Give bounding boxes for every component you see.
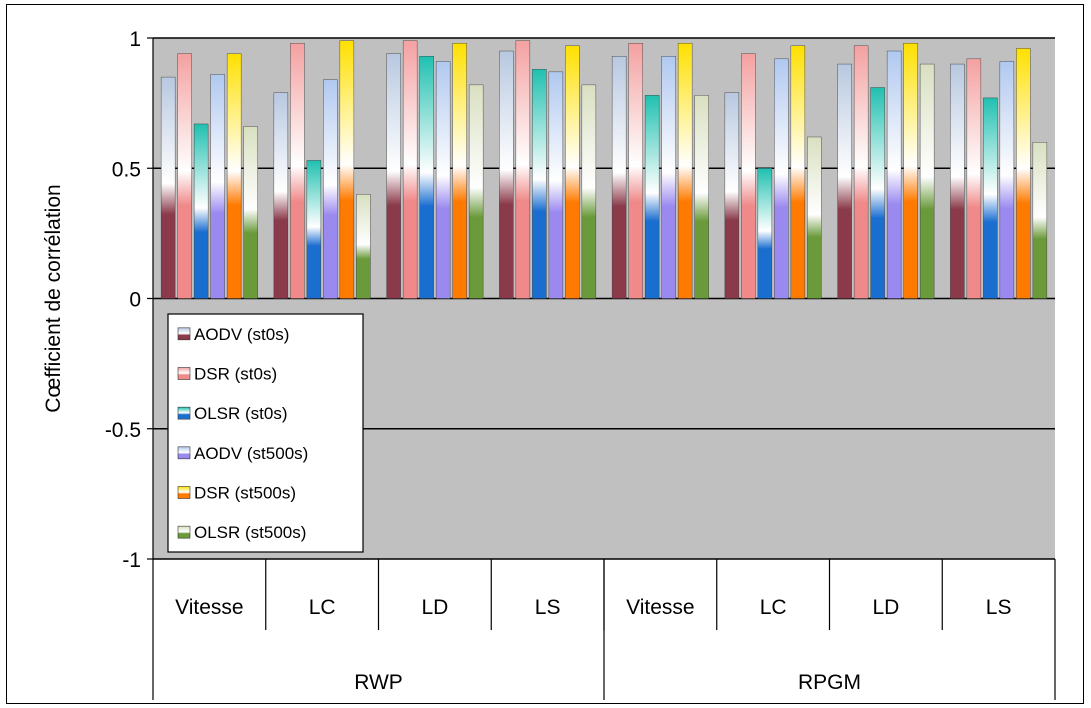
bar-olsr-st500s--6 <box>919 63 935 299</box>
bar-olsr-st0s--4 <box>644 95 660 299</box>
bar-dsr-st0s--5 <box>741 53 756 299</box>
bar-aodv-st500s--1 <box>323 79 338 299</box>
bar-aodv-st500s--0 <box>210 74 225 299</box>
y-tick-label: -0.5 <box>105 419 141 442</box>
bar-dsr-st0s--0 <box>177 53 192 299</box>
x-tick-label: Vitesse <box>175 596 244 619</box>
bar-dsr-st0s--1 <box>290 43 305 299</box>
bar-olsr-st500s--2 <box>468 84 484 299</box>
legend-entry: DSR (st500s) <box>194 484 296 503</box>
bar-dsr-st0s--4 <box>628 43 643 299</box>
bar-olsr-st500s--7 <box>1032 141 1048 299</box>
y-tick-label: 0 <box>129 289 141 312</box>
legend-entry: OLSR (st500s) <box>194 523 306 542</box>
bar-dsr-st0s--3 <box>515 40 531 299</box>
bar-olsr-st500s--3 <box>581 84 597 299</box>
bar-olsr-st0s--3 <box>532 69 547 299</box>
legend-swatch <box>177 446 191 460</box>
bar-dsr-st500s--3 <box>565 45 580 299</box>
legend-entry: AODV (st0s) <box>194 325 289 344</box>
bar-dsr-st0s--6 <box>853 45 869 299</box>
legend-box <box>167 313 364 553</box>
legend: AODV (st0s) DSR (st0s) OLSR (st0s) AODV (st… <box>167 313 364 553</box>
bar-aodv-st0s--7 <box>950 63 965 299</box>
bars <box>160 40 1048 299</box>
y-axis-title: Cœfficient de corrélation <box>42 184 65 412</box>
legend-swatch <box>177 406 191 420</box>
bar-olsr-st0s--2 <box>419 56 434 299</box>
legend-swatch <box>177 327 191 341</box>
bar-aodv-st0s--4 <box>611 56 627 299</box>
bar-aodv-st500s--4 <box>661 56 676 299</box>
bar-dsr-st500s--2 <box>452 43 467 299</box>
bar-aodv-st0s--2 <box>386 53 401 299</box>
bar-olsr-st0s--1 <box>306 160 322 299</box>
y-tick-label: -1 <box>122 549 141 572</box>
legend-swatch <box>177 486 191 499</box>
bar-aodv-st500s--6 <box>886 50 902 299</box>
x-tick-label: LD <box>421 596 448 619</box>
bar-olsr-st500s--0 <box>243 126 258 299</box>
bar-dsr-st500s--6 <box>903 43 918 299</box>
bar-dsr-st0s--2 <box>402 40 418 299</box>
x-tick-label: LC <box>760 596 787 619</box>
legend-entry: AODV (st500s) <box>194 444 308 463</box>
x-tick-label: LD <box>872 596 899 619</box>
bar-olsr-st500s--4 <box>694 95 709 299</box>
bar-aodv-st500s--2 <box>435 61 451 299</box>
legend-swatch <box>177 367 191 380</box>
x-tick-label: LS <box>535 596 561 619</box>
bar-dsr-st500s--1 <box>339 40 355 299</box>
bar-aodv-st0s--6 <box>837 63 852 299</box>
bar-olsr-st0s--7 <box>983 97 998 299</box>
x-tick-label: Vitesse <box>626 596 695 619</box>
bar-olsr-st500s--5 <box>807 136 822 299</box>
bar-dsr-st0s--7 <box>966 58 982 299</box>
bar-aodv-st0s--5 <box>724 92 740 299</box>
bar-dsr-st500s--4 <box>677 43 693 299</box>
y-tick-label: 0.5 <box>112 158 141 181</box>
bar-olsr-st0s--5 <box>757 168 773 299</box>
bar-olsr-st500s--1 <box>356 194 371 299</box>
bar-aodv-st0s--3 <box>499 50 514 299</box>
bar-olsr-st0s--0 <box>193 123 209 299</box>
bar-aodv-st500s--3 <box>548 71 564 299</box>
group-label: RWP <box>354 671 403 694</box>
bar-aodv-st500s--5 <box>774 58 789 299</box>
legend-entry: DSR (st0s) <box>194 365 277 384</box>
legend-entry: OLSR (st0s) <box>194 404 288 423</box>
bar-olsr-st0s--6 <box>870 87 885 299</box>
x-tick-label: LC <box>309 596 336 619</box>
y-tick-label: 1 <box>129 28 141 51</box>
bar-dsr-st500s--5 <box>790 45 806 299</box>
legend-swatch <box>177 525 191 539</box>
group-label: RPGM <box>798 671 861 694</box>
category-axis: Vitesse LC LD LS Vitesse LC LD LS RWP RPGM <box>152 559 1056 700</box>
x-tick-label: LS <box>986 596 1012 619</box>
bar-dsr-st500s--0 <box>226 53 242 299</box>
bar-aodv-st500s--7 <box>999 61 1015 299</box>
bar-dsr-st500s--7 <box>1016 48 1031 299</box>
y-tick-labels: 1 0.5 0 -0.5 -1 <box>105 28 141 572</box>
bar-aodv-st0s--0 <box>160 76 176 299</box>
bar-aodv-st0s--1 <box>273 92 289 299</box>
